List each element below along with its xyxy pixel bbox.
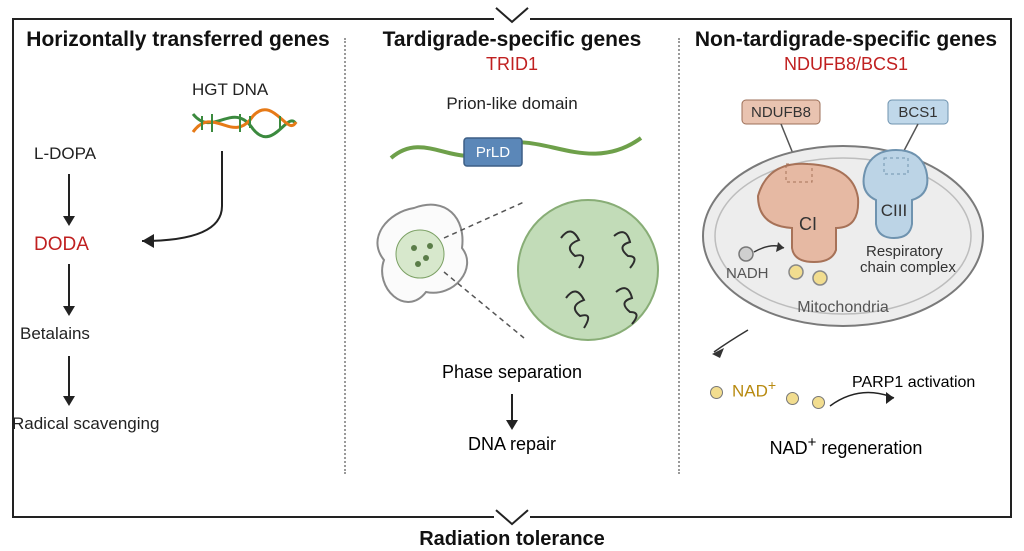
protein-prld-icon: PrLD [386, 118, 646, 188]
panel-non-tardigrade: Non-tardigrade-specific genes NDUFB8/BCS… [680, 18, 1012, 488]
nad-dot-icon [710, 386, 723, 399]
ciii-label: CIII [881, 201, 907, 220]
columns-container: Horizontally transferred genes HGT DNA L… [12, 18, 1012, 488]
panel-title: Horizontally transferred genes [26, 28, 330, 52]
arrow-down-icon [68, 174, 70, 224]
panel-hgt: Horizontally transferred genes HGT DNA L… [12, 18, 344, 488]
phase-separation-label: Phase separation [346, 362, 678, 383]
nad-regeneration-label: NAD+ regeneration [680, 434, 1012, 459]
footer-label: Radiation tolerance [419, 528, 605, 551]
resp-chain-label: Respiratory chain complex [860, 243, 956, 276]
bcs1-box-label: BCS1 [898, 104, 937, 121]
radical-scavenging-label: Radical scavenging [12, 414, 159, 434]
arrow-down-icon [68, 264, 70, 314]
ndufb8-box-label: NDUFB8 [751, 104, 811, 121]
arrow-down-icon [68, 356, 70, 404]
dna-repair-label: DNA repair [346, 434, 678, 455]
hgt-dna-label: HGT DNA [192, 80, 268, 100]
trid1-label: TRID1 [360, 54, 664, 75]
nad-plus-label: NAD+ [732, 378, 776, 402]
phase-separation-icon [366, 188, 666, 358]
nadh-label: NADH [726, 265, 769, 282]
bottom-notch-chevron [494, 508, 530, 530]
prld-text: PrLD [476, 144, 510, 161]
panel-tardigrade: Tardigrade-specific genes TRID1 Prion-li… [346, 18, 678, 488]
arrow-down-icon [511, 394, 513, 428]
prion-domain-label: Prion-like domain [346, 94, 678, 114]
betalains-label: Betalains [20, 324, 90, 344]
panel-title: Tardigrade-specific genes [360, 28, 664, 52]
mitochondria-diagram: NDUFB8 BCS1 CI CIII Respiratory chain co… [688, 96, 998, 366]
parp1-label: PARP1 activation [852, 374, 975, 392]
doda-label: DODA [34, 234, 89, 256]
nad-dot-icon [786, 392, 799, 405]
ndufb8-bcs1-label: NDUFB8/BCS1 [694, 54, 998, 75]
nad-dot-icon [812, 396, 825, 409]
panel-title: Non-tardigrade-specific genes [694, 28, 998, 52]
ldopa-label: L-L-DOPADOPA [34, 144, 96, 164]
ci-label: CI [799, 214, 817, 234]
hgt-arrow-icon [122, 146, 232, 256]
mitochondria-label: Mitochondria [797, 299, 889, 316]
dna-helix-icon [188, 104, 298, 144]
